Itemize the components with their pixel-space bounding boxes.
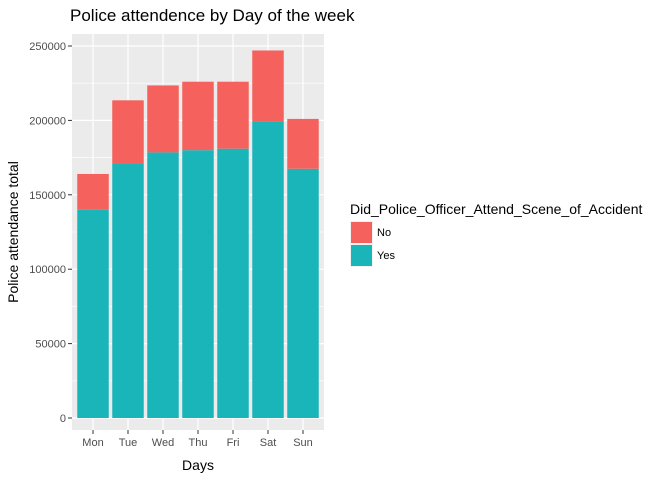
- bar-tue-no: [112, 100, 144, 164]
- bar-fri-yes: [217, 148, 249, 418]
- bar-tue-yes: [112, 163, 144, 418]
- bar-sun-no: [287, 118, 319, 169]
- bars-group: [77, 50, 319, 419]
- y-tick-label: 250000: [29, 41, 66, 53]
- bar-fri-no: [217, 81, 249, 149]
- legend-label-yes: Yes: [377, 250, 395, 262]
- legend-title: Did_Police_Officer_Attend_Scene_of_Accid…: [350, 201, 642, 217]
- bar-mon-yes: [77, 209, 109, 418]
- legend-label-no: No: [377, 227, 391, 239]
- bar-wed-yes: [147, 152, 179, 418]
- y-tick-label: 150000: [29, 190, 66, 202]
- x-tick-label: Tue: [119, 437, 138, 449]
- legend-swatch-no: [351, 222, 372, 243]
- chart-title: Police attendence by Day of the week: [70, 6, 355, 25]
- y-axis: 0 50000 100000 150000 200000 250000: [29, 41, 72, 425]
- bar-wed-no: [147, 85, 179, 153]
- bar-thu-no: [182, 81, 214, 151]
- legend-swatch-yes: [351, 245, 372, 266]
- y-tick-label: 200000: [29, 115, 66, 127]
- x-tick-label: Sat: [260, 437, 277, 449]
- y-tick-label: 100000: [29, 264, 66, 276]
- bar-sat-no: [252, 50, 284, 122]
- x-axis-title: Days: [182, 457, 214, 473]
- x-tick-label: Wed: [152, 437, 174, 449]
- y-axis-title: Police attendance total: [5, 161, 21, 303]
- y-tick-label: 50000: [35, 339, 66, 351]
- x-axis: Mon Tue Wed Thu Fri Sat Sun: [82, 430, 313, 449]
- bar-thu-yes: [182, 150, 214, 418]
- y-tick-label: 0: [60, 413, 66, 425]
- legend: Did_Police_Officer_Attend_Scene_of_Accid…: [350, 201, 642, 267]
- bar-sun-yes: [287, 168, 319, 418]
- bar-mon-no: [77, 173, 109, 210]
- x-tick-label: Sun: [293, 437, 313, 449]
- x-tick-label: Mon: [82, 437, 103, 449]
- bar-sat-yes: [252, 121, 284, 419]
- x-tick-label: Fri: [227, 437, 240, 449]
- x-tick-label: Thu: [189, 437, 208, 449]
